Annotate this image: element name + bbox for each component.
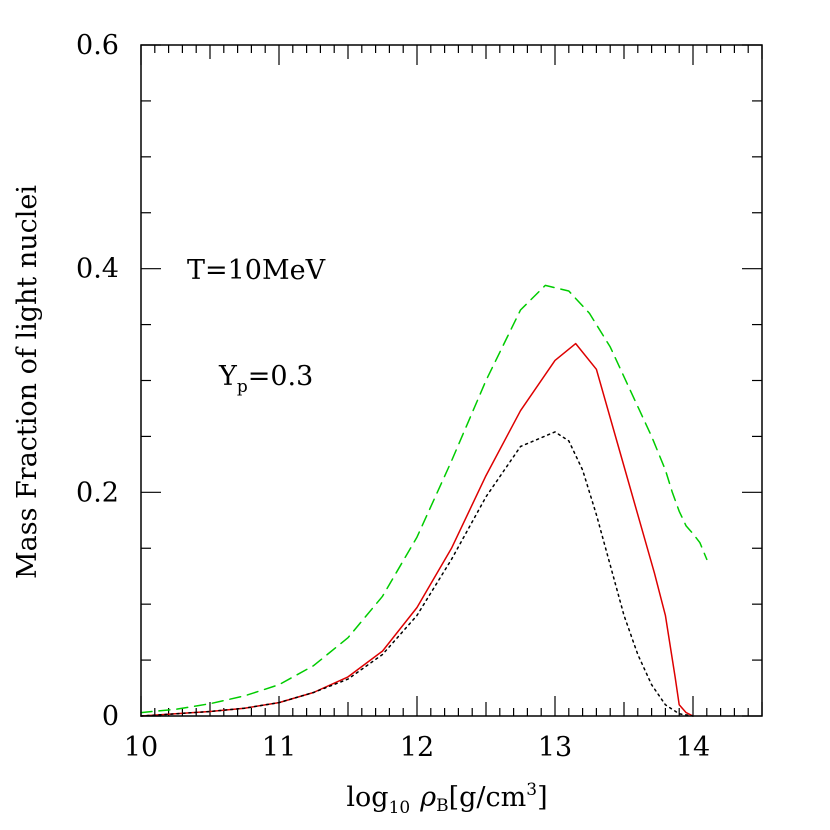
- x-axis-rho: ρ: [419, 782, 436, 813]
- tick-labels: 10 11 12 13 14 0 0.2 0.4 0.6: [76, 30, 710, 763]
- x-axis-log-base: 10: [389, 798, 411, 818]
- x-axis-log: log: [346, 782, 388, 813]
- x-tick-label: 14: [676, 732, 710, 763]
- yp-value: =0.3: [248, 361, 314, 392]
- yp-subscript: p: [237, 377, 248, 397]
- x-axis-unit-end: ]: [537, 782, 548, 813]
- y-tick-label: 0: [102, 701, 119, 732]
- x-tick-label: 13: [538, 732, 572, 763]
- series-line-dotted: [140, 431, 694, 717]
- plot-frame: [140, 44, 763, 717]
- y-tick-label: 0.6: [76, 30, 119, 61]
- series-line-dashed: [140, 284, 708, 714]
- yp-symbol: Y: [218, 361, 238, 392]
- x-tick-label: 10: [124, 732, 158, 763]
- x-axis-unit-sup: 3: [526, 780, 537, 800]
- x-axis-title: log10 ρB[g/cm3]: [346, 780, 547, 818]
- axis-ticks: [140, 44, 763, 717]
- yp-annotation: Yp=0.3: [218, 361, 313, 397]
- y-tick-label: 0.2: [76, 477, 119, 508]
- x-axis-unit: [g/cm: [449, 782, 527, 813]
- temperature-annotation: T=10MeV: [187, 255, 326, 286]
- x-axis-rho-sub: B: [436, 796, 449, 816]
- x-tick-label: 12: [400, 732, 434, 763]
- x-tick-label: 11: [262, 732, 296, 763]
- y-axis-title: Mass Fraction of light nuclei: [12, 185, 43, 579]
- series-line-solid: [140, 342, 694, 717]
- plot-series: [140, 284, 708, 717]
- y-tick-label: 0.4: [76, 254, 119, 285]
